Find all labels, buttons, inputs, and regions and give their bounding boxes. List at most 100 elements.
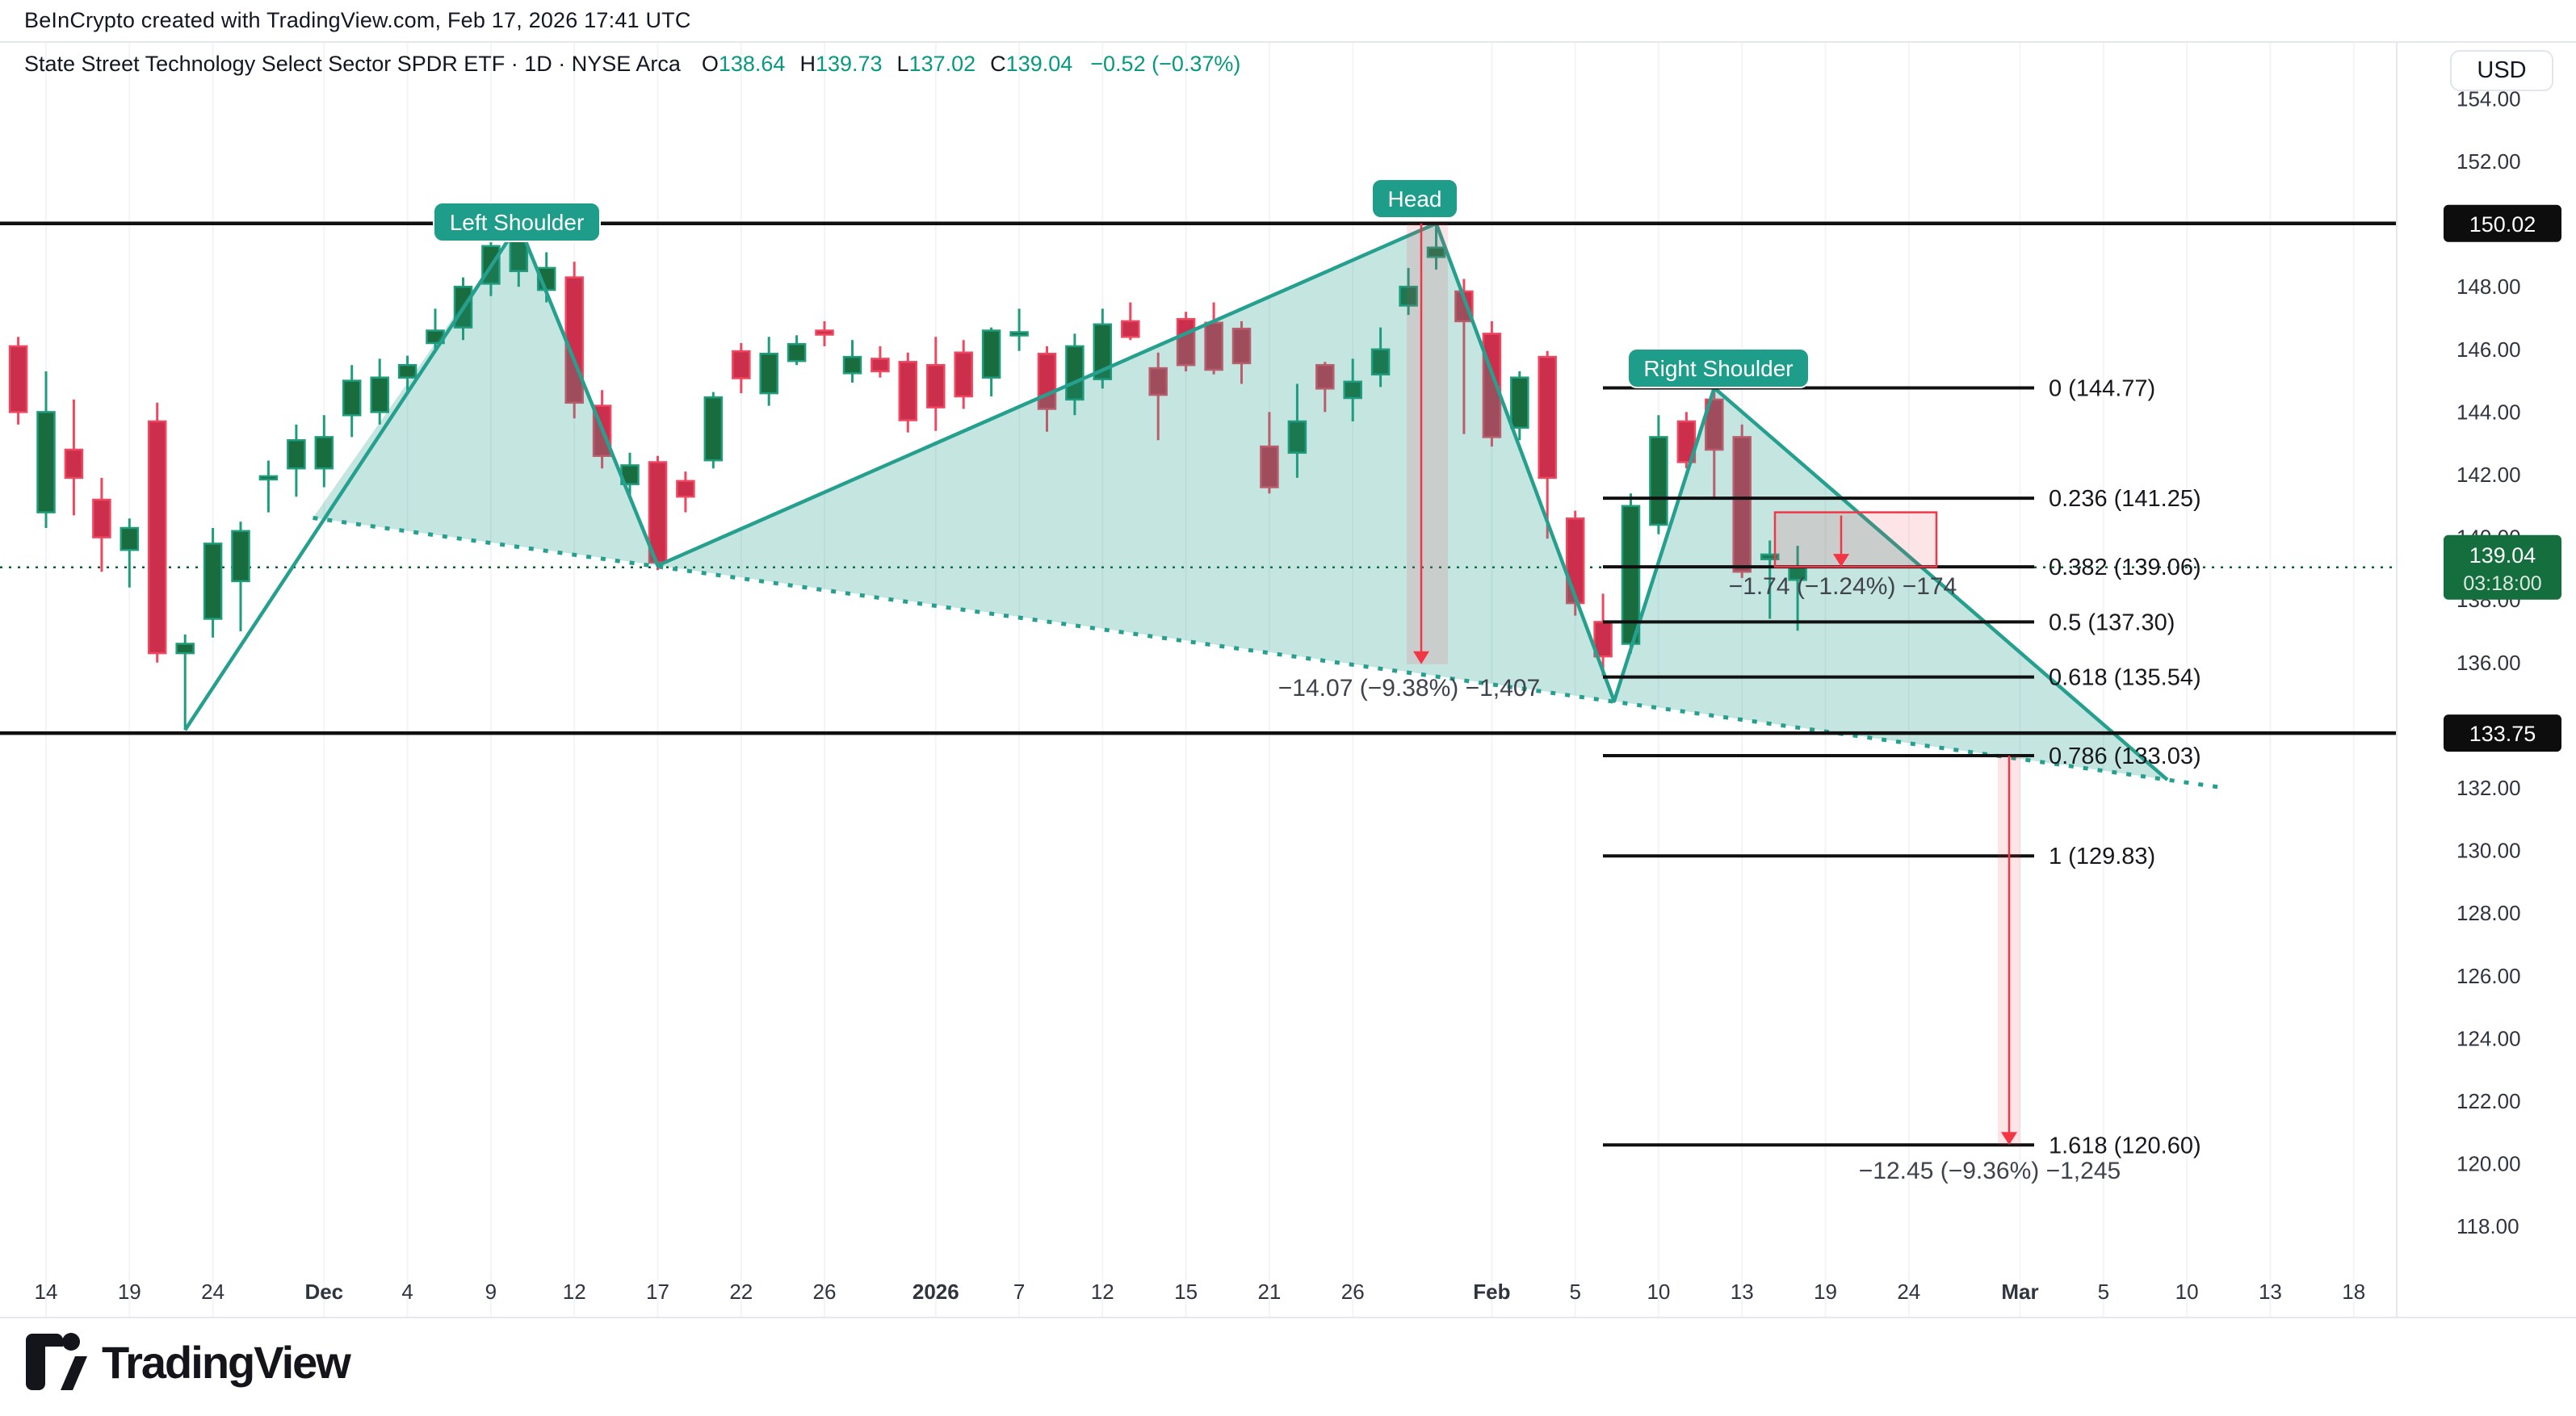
candle[interactable] (898, 352, 918, 433)
candle[interactable] (370, 358, 389, 425)
candle[interactable] (1370, 327, 1391, 388)
time-tick-label: 14 (35, 1280, 58, 1304)
candle[interactable] (1426, 223, 1446, 270)
candle[interactable] (1732, 424, 1752, 578)
tradingview-logo-text: TradingView (102, 1336, 351, 1388)
candle[interactable] (1593, 593, 1613, 677)
candle[interactable] (342, 365, 362, 438)
candle[interactable] (1676, 412, 1697, 469)
candle[interactable] (36, 371, 56, 528)
measure-label: −12.45 (−9.36%) −1,245 (1859, 1158, 2121, 1184)
candle[interactable] (175, 634, 195, 731)
svg-text:Left Shoulder: Left Shoulder (450, 210, 585, 235)
candle[interactable] (815, 320, 834, 346)
candle[interactable] (759, 337, 778, 406)
fib-label: 0.786 (133.03) (2049, 744, 2201, 769)
candle[interactable] (1287, 383, 1307, 478)
candle[interactable] (1649, 415, 1668, 534)
measurement-tools[interactable]: −14.07 (−9.38%) −1,407 −1.74 (−1.24%) −17… (1278, 223, 2121, 1184)
candle[interactable] (120, 518, 140, 588)
time-tick-label: Mar (2001, 1280, 2038, 1304)
svg-text:133.75: 133.75 (2469, 722, 2536, 746)
pattern-labels[interactable]: Left Shoulder Head Right Shoulder (433, 178, 1810, 388)
candle[interactable] (926, 337, 946, 431)
candle[interactable] (1065, 333, 1085, 416)
candle[interactable] (147, 402, 167, 663)
candle[interactable] (203, 528, 223, 638)
svg-text:139.04: 139.04 (2469, 543, 2536, 568)
candle[interactable] (703, 392, 724, 469)
candle[interactable] (92, 477, 111, 572)
candle[interactable] (787, 335, 807, 366)
candle[interactable] (871, 346, 890, 378)
head-shoulders-pattern[interactable] (183, 221, 2221, 790)
bar-countdown: 03:18:00 (2463, 572, 2541, 595)
time-tick-label: 13 (2259, 1280, 2282, 1304)
candle[interactable] (1705, 388, 1724, 501)
candle[interactable] (1121, 302, 1140, 341)
tradingview-logo[interactable]: TradingView (23, 1332, 351, 1392)
time-tick-label: 19 (118, 1280, 141, 1304)
candles-layer[interactable] (8, 223, 1807, 731)
fib-retracement[interactable]: 0 (144.77) 0.236 (141.25) 0.382 (139.06) 0.… (1603, 376, 2201, 1159)
time-tick-label: 21 (1257, 1280, 1281, 1304)
candle[interactable] (231, 522, 250, 631)
candle[interactable] (314, 415, 334, 488)
time-tick-label: 17 (646, 1280, 669, 1304)
time-tick-label: 7 (1013, 1280, 1025, 1304)
time-tick-label: Dec (304, 1280, 343, 1304)
candle[interactable] (1315, 362, 1335, 413)
ohlc-close: C139.04 (990, 52, 1073, 76)
price-tick-label: 146.00 (2456, 337, 2521, 362)
candle[interactable] (287, 424, 306, 497)
candle[interactable] (1760, 540, 1780, 619)
currency-button[interactable]: USD (2450, 50, 2553, 91)
pattern-label-badge[interactable]: Left Shoulder (433, 202, 601, 242)
candle[interactable] (648, 455, 668, 571)
candle[interactable] (1510, 371, 1529, 441)
candle[interactable] (1009, 308, 1029, 351)
fib-label: 0.618 (135.54) (2049, 665, 2201, 691)
candle[interactable] (64, 399, 84, 516)
time-tick-label: 5 (1569, 1280, 1580, 1304)
candle[interactable] (1260, 412, 1279, 494)
candle[interactable] (1148, 352, 1168, 441)
fib-label: 0.236 (141.25) (2049, 486, 2201, 512)
candle[interactable] (1093, 308, 1113, 389)
candle[interactable] (1037, 346, 1057, 432)
symbol-title[interactable]: State Street Technology Select Sector SP… (24, 52, 681, 76)
current-price-badge: 139.04 03:18:00 (2444, 534, 2561, 600)
candle[interactable] (732, 343, 751, 394)
candle[interactable] (1399, 267, 1418, 316)
candle[interactable] (1343, 358, 1362, 421)
pattern-label-badge[interactable]: Right Shoulder (1627, 348, 1810, 388)
price-badge-black: 150.02 (2444, 204, 2561, 242)
neckline-dotted (313, 516, 2221, 790)
time-tick-label: 24 (201, 1280, 224, 1304)
pattern-label-badge[interactable]: Head (1371, 178, 1458, 219)
price-tick-label: 152.00 (2456, 149, 2521, 174)
panel-borders (0, 41, 2576, 1318)
horizontal-lines[interactable] (0, 221, 2397, 735)
measure-box (1773, 511, 1938, 568)
candle[interactable] (1231, 320, 1252, 384)
candle[interactable] (842, 340, 862, 383)
time-tick-label: 9 (485, 1280, 497, 1304)
fib-label: 0.382 (139.06) (2049, 555, 2201, 580)
price-tick-label: 148.00 (2456, 274, 2521, 299)
candle[interactable] (981, 327, 1001, 396)
candle[interactable] (954, 340, 973, 409)
candle[interactable] (676, 471, 695, 513)
candle[interactable] (8, 337, 28, 425)
fib-label: 1.618 (120.60) (2049, 1133, 2201, 1158)
time-axis[interactable]: 14 19 24 Dec 4 9 12 17 22 26 2026 7 12 15 21 26 Feb 5 10 13… (35, 1280, 2366, 1304)
candle[interactable] (1788, 546, 1807, 631)
time-tick-label: 4 (401, 1280, 413, 1304)
price-axis[interactable]: 154.00152.00148.00146.00144.00142.00140.… (2444, 86, 2561, 1238)
price-tick-label: 124.00 (2456, 1026, 2521, 1050)
candle[interactable] (1538, 350, 1557, 539)
candle[interactable] (397, 355, 417, 394)
price-tick-label: 120.00 (2456, 1152, 2521, 1176)
candle[interactable] (258, 460, 279, 513)
